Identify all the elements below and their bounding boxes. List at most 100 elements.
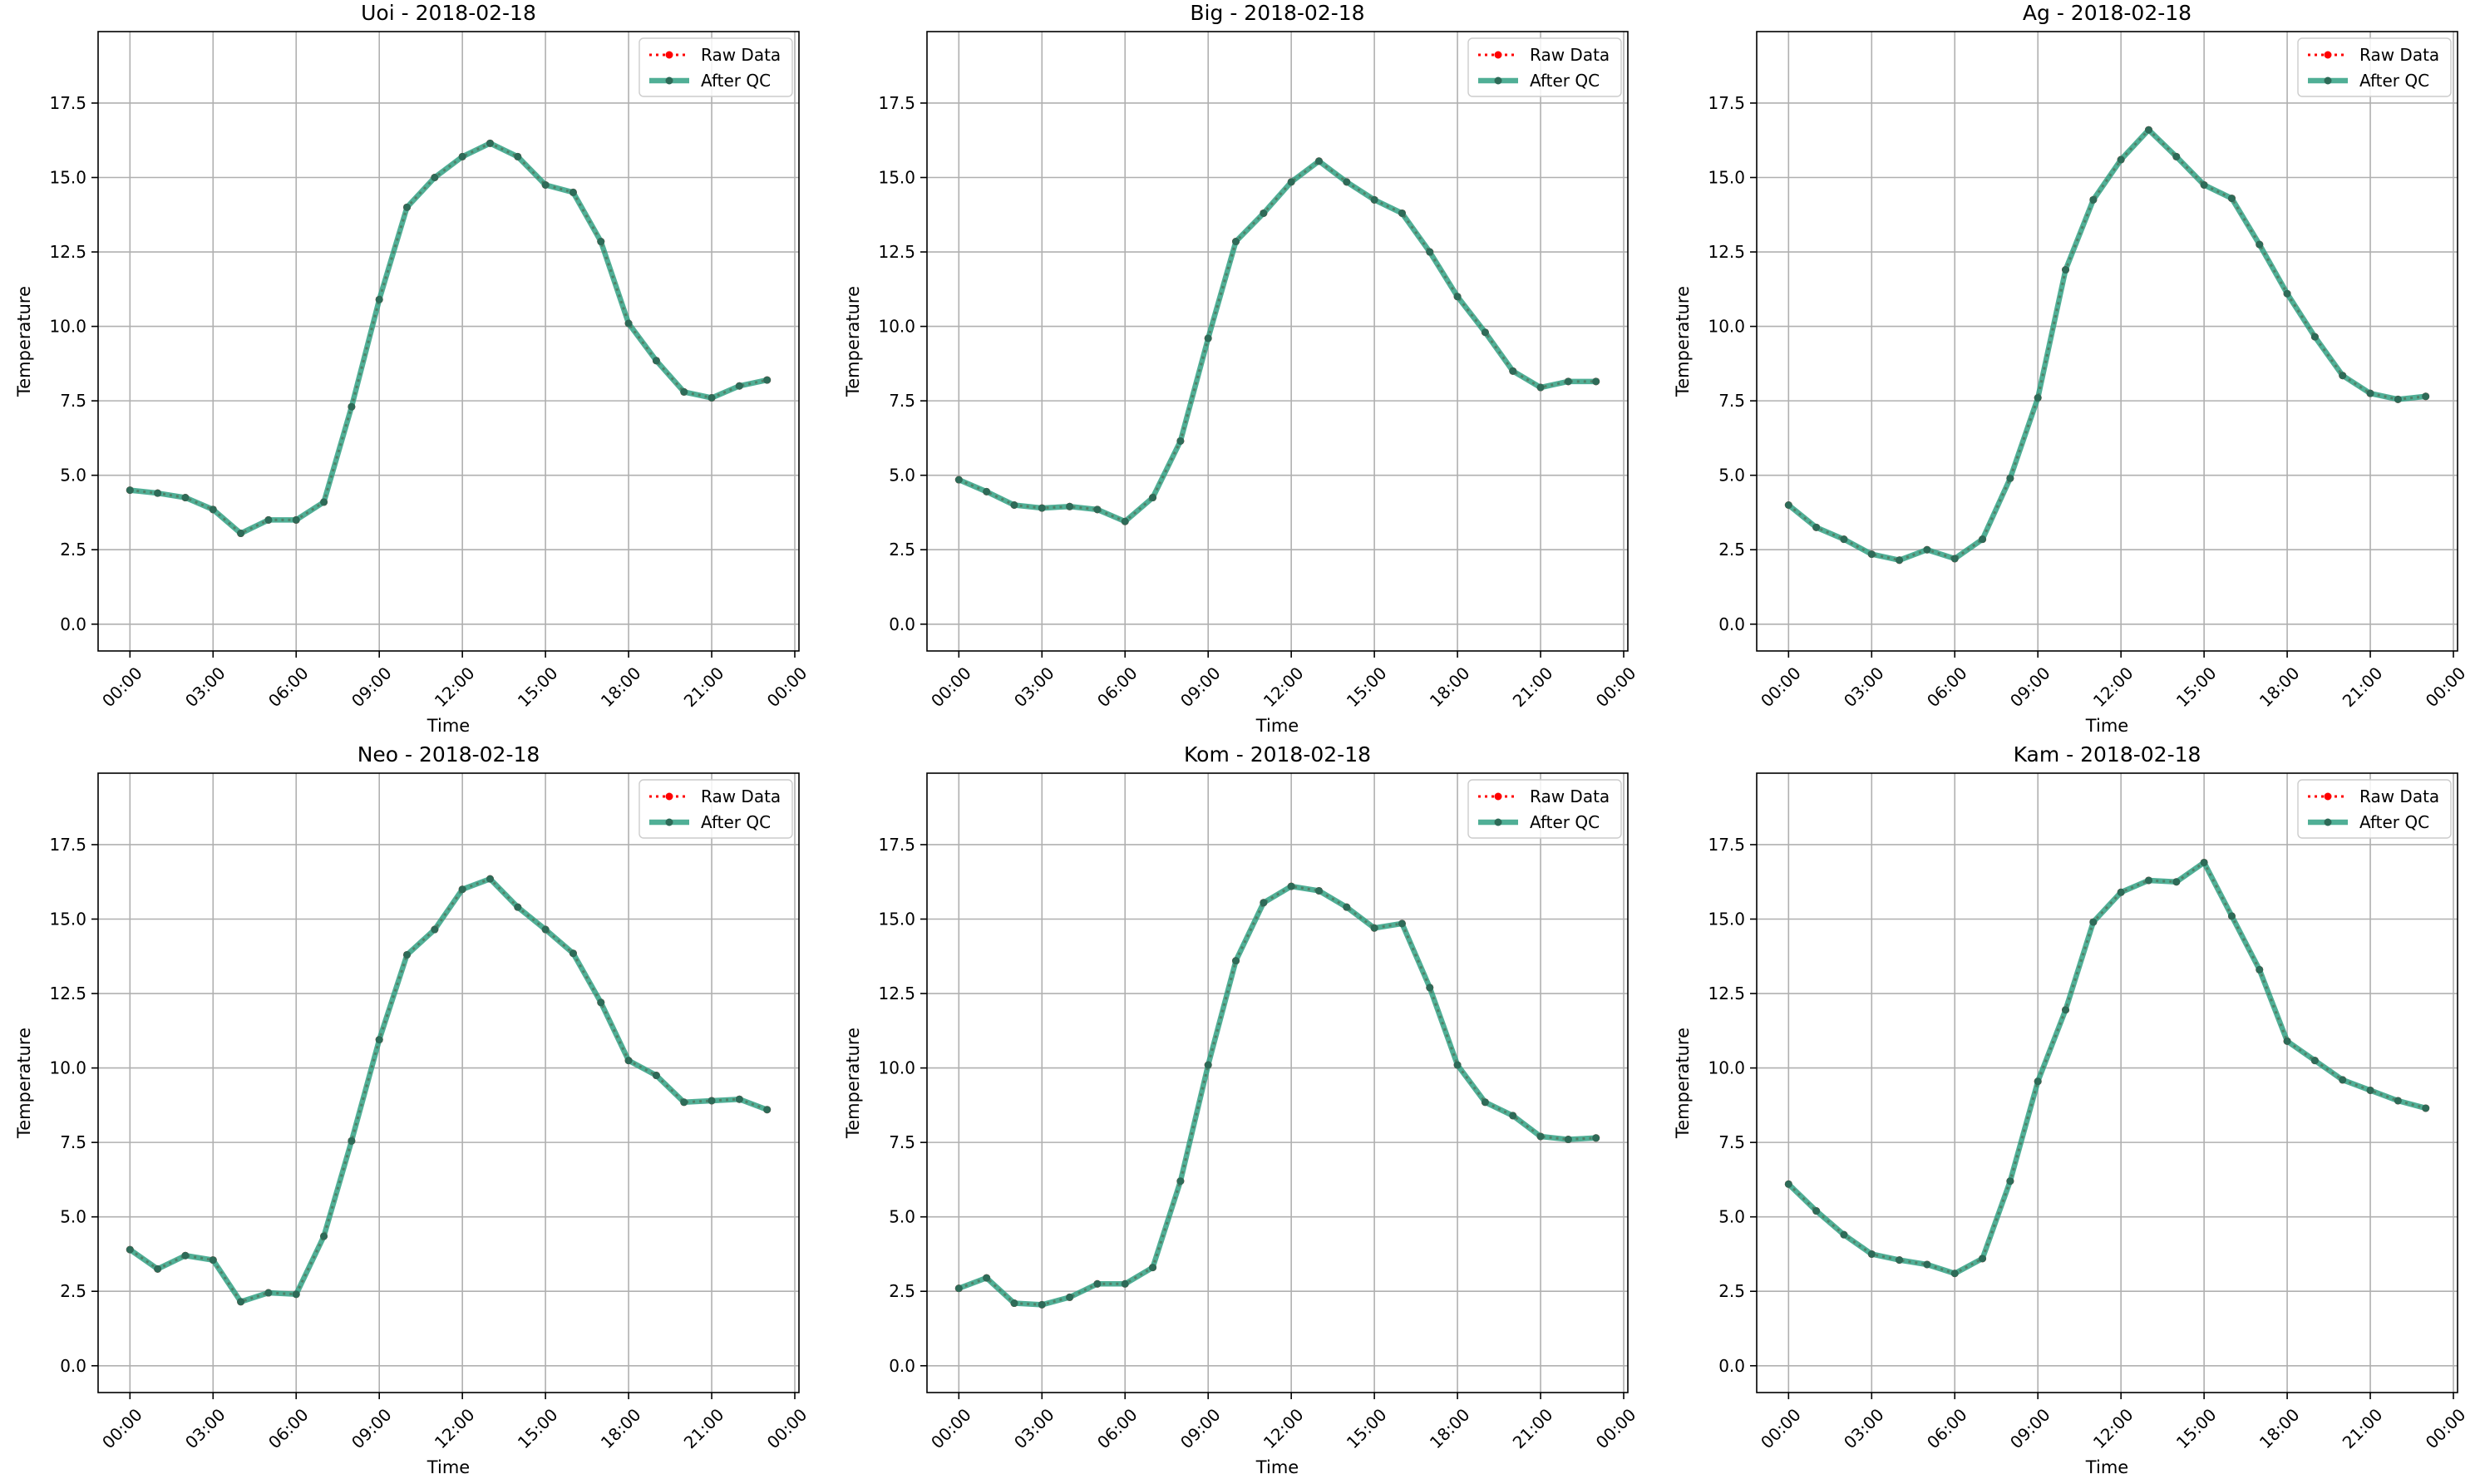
data-point-after-qc (431, 925, 439, 934)
x-tick-label: 21:00 (680, 1404, 728, 1452)
y-tick-label: 12.5 (878, 984, 915, 1003)
y-tick-label: 17.5 (1708, 835, 1745, 855)
data-point-after-qc (1176, 436, 1185, 445)
data-point-after-qc (2034, 394, 2042, 402)
data-point-after-qc (1038, 504, 1046, 512)
data-point-after-qc (126, 1245, 134, 1254)
legend-marker-after-qc (665, 76, 673, 85)
series-line-after-qc (1787, 126, 2427, 564)
data-point-after-qc (2200, 180, 2208, 189)
data-point-after-qc (2366, 1086, 2374, 1094)
data-point-after-qc (1426, 984, 1434, 992)
x-tick-label: 12:00 (1260, 1404, 1308, 1452)
legend-label-raw-data: Raw Data (701, 786, 781, 806)
data-point-after-qc (264, 515, 273, 524)
y-tick-label: 0.0 (60, 1356, 86, 1376)
x-tick-label: 06:00 (1093, 663, 1141, 711)
data-point-after-qc (237, 530, 245, 538)
data-point-after-qc (1176, 1177, 1185, 1186)
data-point-after-qc (1979, 1255, 1987, 1263)
x-tick-label: 12:00 (2089, 663, 2137, 711)
data-point-after-qc (1840, 1230, 1848, 1239)
axes-frame (1756, 772, 2458, 1393)
data-point-after-qc (652, 357, 660, 365)
series-line-after-qc (128, 875, 768, 1305)
data-point-after-qc (2227, 912, 2236, 920)
data-point-after-qc (2339, 1076, 2347, 1084)
data-point-after-qc (2283, 289, 2291, 298)
data-point-after-qc (320, 498, 328, 506)
legend-marker-after-qc (665, 818, 673, 826)
y-tick-label: 15.0 (878, 168, 915, 188)
x-tick-label: 00:00 (763, 1404, 811, 1452)
data-point-after-qc (209, 1256, 217, 1265)
legend-marker-raw-data (665, 792, 673, 801)
y-tick-label: 5.0 (60, 1207, 86, 1227)
data-point-after-qc (2062, 266, 2070, 274)
x-axis-label: Time (1255, 1457, 1299, 1477)
data-point-after-qc (1398, 209, 1406, 217)
data-point-after-qc (181, 494, 190, 502)
data-point-after-qc (624, 319, 633, 328)
x-tick-label: 03:00 (181, 663, 229, 711)
legend-label-raw-data: Raw Data (2359, 45, 2439, 65)
y-tick-label: 10.0 (49, 1058, 86, 1078)
data-point-after-qc (1592, 1134, 1600, 1142)
x-tick-label: 12:00 (431, 1404, 479, 1452)
data-point-after-qc (1536, 383, 1545, 392)
data-point-after-qc (1149, 494, 1157, 502)
data-point-after-qc (154, 489, 162, 497)
x-tick-label: 00:00 (927, 663, 975, 711)
axes-frame (97, 772, 800, 1393)
data-point-after-qc (1784, 1180, 1792, 1188)
legend-marker-raw-data (665, 51, 673, 59)
data-point-after-qc (2256, 965, 2264, 974)
x-tick-label: 18:00 (1426, 663, 1474, 711)
data-point-after-qc (1204, 1061, 1212, 1069)
x-tick-label: 06:00 (1923, 663, 1971, 711)
y-tick-label: 5.0 (60, 466, 86, 486)
x-tick-label: 12:00 (2089, 1404, 2137, 1452)
series-line-after-qc (958, 883, 1596, 1308)
data-point-after-qc (264, 1289, 273, 1297)
data-point-after-qc (209, 505, 217, 514)
data-point-after-qc (1066, 502, 1074, 510)
data-point-after-qc (237, 1298, 245, 1306)
y-tick-label: 12.5 (1708, 242, 1745, 262)
data-point-after-qc (348, 1136, 356, 1145)
data-point-after-qc (954, 1284, 963, 1293)
x-tick-label: 00:00 (2422, 1404, 2470, 1452)
data-point-after-qc (2422, 392, 2430, 401)
data-point-after-qc (2089, 195, 2098, 204)
data-point-after-qc (1509, 367, 1517, 375)
legend-label-raw-data: Raw Data (2359, 786, 2439, 806)
x-tick-label: 21:00 (680, 663, 728, 711)
data-point-after-qc (680, 1098, 688, 1107)
data-point-after-qc (597, 238, 605, 246)
data-point-after-qc (1093, 505, 1102, 514)
x-tick-label: 06:00 (264, 663, 313, 711)
data-point-after-qc (2172, 152, 2181, 160)
legend: Raw Data After QC (638, 779, 793, 839)
chart-panel-6: Kam - 2018-02-18 0.0 2.5 5.0 7.5 10.0 12.5 15.0… (1673, 742, 2469, 1477)
data-point-after-qc (2310, 1057, 2319, 1065)
data-point-after-qc (1232, 957, 1240, 965)
data-point-after-qc (1287, 178, 1295, 186)
y-tick-label: 12.5 (1708, 984, 1745, 1003)
data-point-after-qc (624, 1057, 633, 1065)
chart-panel-5: Kom - 2018-02-18 0.0 2.5 5.0 7.5 10.0 12.5 15.0… (843, 742, 1639, 1477)
x-tick-label: 12:00 (1260, 663, 1308, 711)
data-point-after-qc (2256, 240, 2264, 249)
data-point-after-qc (2006, 1177, 2014, 1186)
data-point-after-qc (320, 1232, 328, 1240)
data-point-after-qc (458, 885, 466, 894)
x-tick-label: 21:00 (2339, 1404, 2387, 1452)
data-point-after-qc (1867, 550, 1876, 559)
data-point-after-qc (2062, 1006, 2070, 1014)
data-point-after-qc (2117, 155, 2125, 164)
legend-label-raw-data: Raw Data (701, 45, 781, 65)
x-tick-label: 09:00 (1176, 1404, 1225, 1452)
x-tick-label: 00:00 (2422, 663, 2470, 711)
chart-panel-3: Ag - 2018-02-18 0.0 2.5 5.0 7.5 10.0 12.5 15.0 1… (1673, 1, 2469, 736)
data-point-after-qc (2200, 858, 2208, 866)
